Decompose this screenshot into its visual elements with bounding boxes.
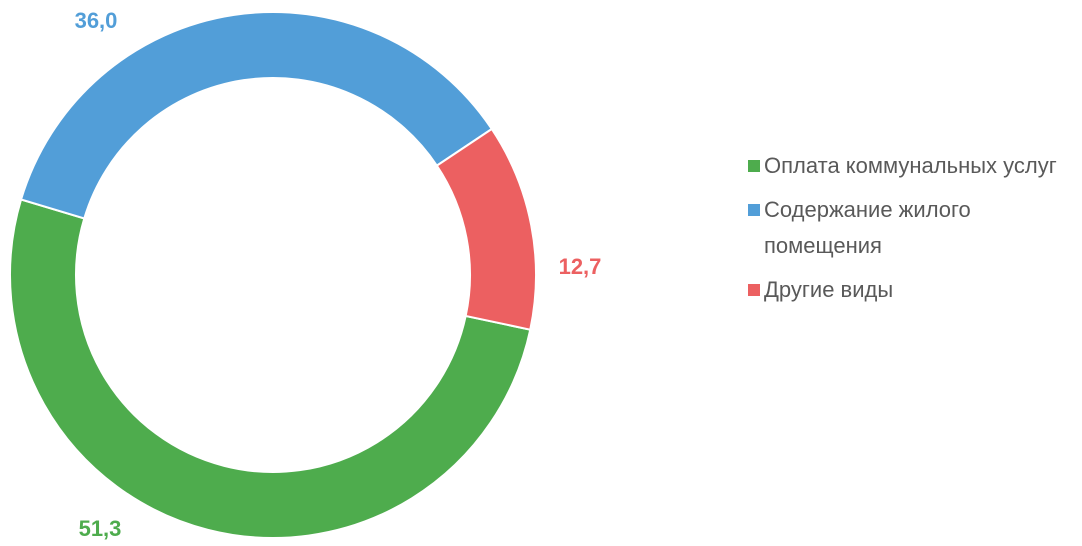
donut-segment	[9, 198, 532, 539]
legend-label: Другие виды	[764, 277, 894, 302]
data-label: 36,0	[75, 8, 118, 33]
legend-label: Содержание жилого помещения	[764, 197, 971, 258]
legend-item: Содержание жилого помещения	[748, 192, 1078, 264]
data-label: 12,7	[559, 254, 602, 279]
legend-swatch	[748, 204, 760, 216]
legend-swatch	[748, 284, 760, 296]
legend-item: Оплата коммунальных услуг	[748, 148, 1078, 184]
legend-label: Оплата коммунальных услуг	[764, 153, 1057, 178]
donut-segment	[19, 11, 494, 220]
legend: Оплата коммунальных услуг Содержание жило…	[748, 148, 1078, 316]
legend-swatch	[748, 160, 760, 172]
data-label: 51,3	[79, 516, 122, 541]
legend-item: Другие виды	[748, 272, 1078, 308]
donut-segment	[435, 127, 537, 331]
